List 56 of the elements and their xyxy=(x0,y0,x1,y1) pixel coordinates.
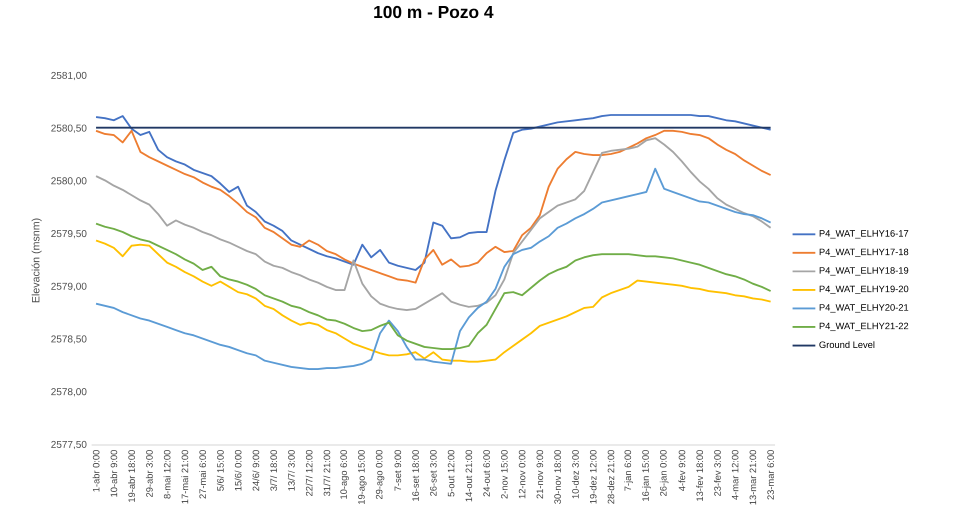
x-tick-label: 29-ago 0:00 xyxy=(376,450,384,500)
x-tick-label: 24/6/ 9:00 xyxy=(252,450,260,491)
x-tick-label: 7-jan 6:00 xyxy=(624,450,633,491)
y-tick-label: 2580,00 xyxy=(51,177,86,186)
legend-label: Ground Level xyxy=(819,341,874,348)
chart-title: 100 m - Pozo 4 xyxy=(374,6,494,18)
x-tick-label: 13/7/ 3:00 xyxy=(288,450,295,490)
x-tick-label: 29-abr 3:00 xyxy=(146,450,153,497)
y-tick-label: 2579,00 xyxy=(51,282,86,291)
x-tick-label: 26-jan 0:00 xyxy=(660,450,668,496)
x-tick-label: 22/7/ 12:00 xyxy=(306,450,312,496)
x-tick-label: 10-dez 3:00 xyxy=(572,450,579,498)
legend-label: P4_WAT_ELHY20-21 xyxy=(820,304,908,313)
x-tick-label: 4-mar 12:00 xyxy=(732,450,738,500)
x-tick-label: 19-ago 15:00 xyxy=(358,450,367,504)
x-tick-label: 5-out 12:00 xyxy=(448,450,454,497)
x-tick-label: 12-nov 0:00 xyxy=(518,450,526,498)
x-tick-label: 17-mai 21:00 xyxy=(181,450,188,504)
legend-label: P4_WAT_ELHY17-18 xyxy=(820,248,908,257)
legend-label: P4_WAT_ELHY21-22 xyxy=(820,322,908,332)
legend-label: P4_WAT_ELHY18-19 xyxy=(820,267,908,276)
x-tick-label: 4-fev 9:00 xyxy=(678,450,686,491)
x-tick-label: 27-mai 6:00 xyxy=(199,450,206,499)
x-tick-label: 26-set 3:00 xyxy=(430,450,437,496)
x-tick-label: 30-nov 18:00 xyxy=(554,450,561,504)
x-tick-label: 3/7/ 18:00 xyxy=(270,450,277,491)
x-tick-label: 15/6/ 0:00 xyxy=(234,450,242,490)
x-tick-label: 10-ago 6:00 xyxy=(340,450,349,499)
y-axis-title: Elevación (msnm) xyxy=(32,218,42,302)
y-tick-label: 2580,50 xyxy=(51,124,86,133)
x-tick-label: 8-mai 12:00 xyxy=(164,450,170,499)
x-tick-label: 16-jan 15:00 xyxy=(642,450,651,501)
legend-label: P4_WAT_ELHY16-17 xyxy=(820,230,908,238)
x-tick-label: 28-dez 21:00 xyxy=(607,450,614,504)
x-tick-label: 10-abr 9:00 xyxy=(110,450,118,497)
y-tick-label: 2579,50 xyxy=(51,230,86,238)
x-tick-label: 16-set 18:00 xyxy=(412,450,419,501)
y-tick-label: 2578,00 xyxy=(51,388,86,396)
x-tick-label: 31/7/ 21:00 xyxy=(323,450,330,496)
x-tick-label: 14-out 21:00 xyxy=(466,450,472,502)
x-tick-label: 13-fev 18:00 xyxy=(696,450,704,501)
x-tick-label: 2-nov 15:00 xyxy=(501,450,508,499)
x-tick-label: 7-set 9:00 xyxy=(394,450,402,491)
x-tick-label: 23-mar 6:00 xyxy=(767,450,774,500)
x-tick-label: 21-nov 9:00 xyxy=(536,450,544,499)
x-tick-label: 19-dez 12:00 xyxy=(590,450,597,504)
x-tick-label: 24-out 6:00 xyxy=(483,450,490,496)
x-tick-label: 5/6/ 15:00 xyxy=(216,450,224,491)
x-tick-label: 1-abr 0:00 xyxy=(92,450,100,492)
x-tick-label: 23-fev 3:00 xyxy=(714,450,721,496)
x-tick-label: 13-mar 21:00 xyxy=(750,450,756,504)
legend-label: P4_WAT_ELHY19-20 xyxy=(820,286,908,294)
y-tick-label: 2581,00 xyxy=(51,72,86,80)
y-tick-label: 2578,50 xyxy=(51,335,86,344)
x-tick-label: 19-abr 18:00 xyxy=(128,450,135,502)
y-tick-label: 2577,50 xyxy=(51,440,86,450)
